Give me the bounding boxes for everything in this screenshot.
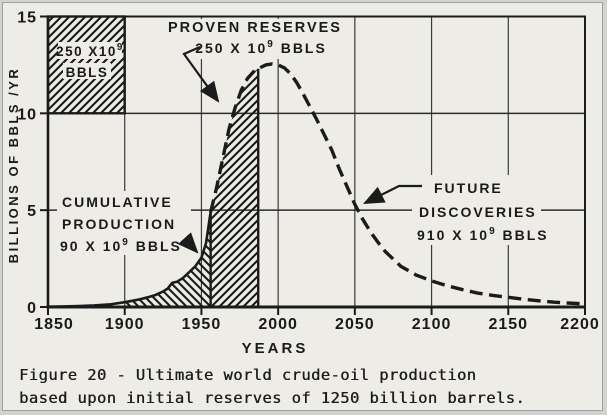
x-axis-title: YEARS — [242, 340, 309, 357]
label-mask — [57, 191, 191, 255]
proven-reserves-amount: 250 X 109 BBLS — [195, 39, 327, 56]
region-proven-reserves — [210, 68, 259, 307]
legend-box-label-line1: 250 X109 — [56, 42, 124, 59]
hubbert-curve-chart: 1850 1900 1950 2000 2050 2100 2150 2200 0 5 10 15 2… — [6, 10, 600, 358]
y-tick-label: 5 — [27, 203, 37, 220]
proven-reserves-title: PROVEN RESERVES — [168, 20, 342, 36]
axis-ticks-and-labels: 1850 1900 1950 2000 2050 2100 2150 2200 0 5 10 15 — [17, 10, 600, 334]
y-tick-label: 10 — [17, 106, 37, 123]
plot-border — [46, 15, 586, 309]
cumulative-label-line1: CUMULATIVE — [62, 194, 173, 210]
future-discoveries-arrow — [363, 184, 422, 204]
figure-caption: Figure 20 - Ultimate world crude-oil pro… — [19, 364, 594, 410]
proven-reserves-arrow — [182, 45, 220, 103]
plot-frame — [47, 15, 586, 308]
future-discoveries-annotation: FUTURE DISCOVERIES 910 X 109 BBLS — [363, 175, 549, 245]
x-tick-label: 2200 — [560, 316, 600, 333]
production-curve-dashed — [208, 62, 586, 306]
legend-box-label-line2: BBLS — [66, 65, 109, 80]
x-tick-label: 1900 — [105, 316, 145, 333]
hatched-regions — [124, 68, 259, 307]
x-tick-label: 2050 — [335, 316, 375, 333]
scanned-figure-page: 1850 1900 1950 2000 2050 2100 2150 2200 0 5 10 15 2… — [2, 2, 603, 411]
x-tick-label: 2100 — [412, 316, 452, 333]
y-tick-label: 0 — [27, 300, 37, 317]
cumulative-production-annotation: CUMULATIVE PRODUCTION 90 X 109 BBLS — [57, 191, 199, 255]
legend-text-mask — [58, 42, 122, 59]
region-cumulative-production — [124, 212, 211, 307]
x-tick-label: 1950 — [182, 316, 222, 333]
boundary-lines — [209, 68, 260, 307]
cumulative-amount: 90 X 109 BBLS — [60, 237, 182, 254]
figure-caption-line2: based upon initial reserves of 1250 bill… — [19, 389, 526, 407]
legend-text-mask — [63, 63, 111, 79]
y-tick-label: 15 — [17, 10, 37, 27]
figure-caption-line1: Figure 20 - Ultimate world crude-oil pro… — [19, 366, 477, 384]
x-tick-label: 2000 — [258, 316, 298, 333]
cumulative-label-line2: PRODUCTION — [62, 216, 176, 232]
cumulative-production-arrow — [177, 232, 199, 254]
y-axis-title: BILLIONS OF BBLS /YR — [6, 67, 21, 264]
future-amount: 910 X 109 BBLS — [417, 226, 549, 243]
gridlines — [48, 16, 585, 307]
label-mask — [184, 19, 348, 59]
legend-unit-area-box: 250 X109 BBLS — [46, 15, 126, 115]
future-label-line2: DISCOVERIES — [419, 204, 537, 220]
x-tick-label: 2150 — [488, 316, 528, 333]
future-label-line1: FUTURE — [434, 180, 503, 196]
production-curve — [47, 62, 586, 308]
label-mask — [412, 175, 541, 245]
production-curve-solid — [47, 211, 212, 308]
x-tick-label: 1850 — [34, 316, 74, 333]
proven-reserves-annotation: PROVEN RESERVES 250 X 109 BBLS — [168, 19, 348, 103]
